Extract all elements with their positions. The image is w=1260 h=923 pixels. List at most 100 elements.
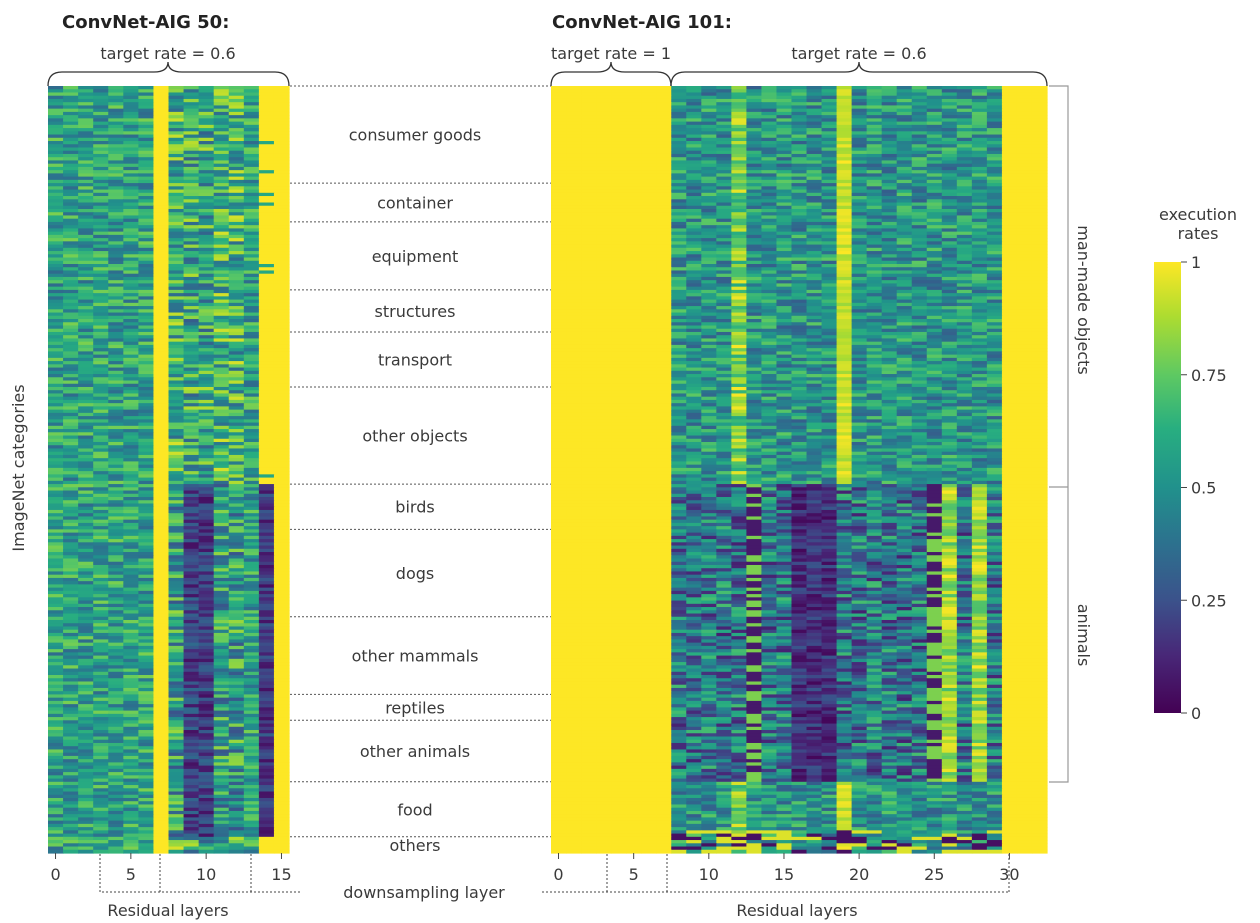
heatmap-cell bbox=[153, 597, 170, 602]
heatmap-cell bbox=[48, 736, 64, 741]
heatmap-cell bbox=[258, 807, 275, 812]
heatmap-cell bbox=[228, 629, 245, 634]
heatmap-cell bbox=[213, 280, 230, 285]
heatmap-cell bbox=[228, 843, 245, 848]
heatmap-cell bbox=[153, 102, 170, 107]
heatmap-cell bbox=[78, 804, 94, 809]
heatmap-cell bbox=[228, 202, 245, 207]
heatmap-cell bbox=[273, 293, 290, 297]
heatmap-cell bbox=[123, 736, 139, 741]
heatmap-cell bbox=[123, 170, 139, 174]
heatmap-cell bbox=[123, 788, 139, 793]
heatmap-cell bbox=[153, 386, 170, 391]
heatmap-cell bbox=[198, 791, 215, 796]
heatmap-cell bbox=[168, 409, 185, 414]
heatmap-cell bbox=[243, 118, 260, 123]
heatmap-cell bbox=[48, 778, 64, 783]
heatmap-cell bbox=[78, 121, 94, 126]
heatmap-cell bbox=[108, 713, 124, 718]
heatmap-cell bbox=[228, 432, 245, 437]
heatmap-cell bbox=[138, 555, 155, 560]
heatmap-cell bbox=[138, 613, 155, 618]
heatmap-cell bbox=[168, 807, 185, 812]
heatmap-cell bbox=[63, 89, 79, 94]
heatmap-cell bbox=[228, 273, 245, 278]
heatmap-cell bbox=[63, 170, 79, 174]
heatmap-cell bbox=[168, 218, 185, 223]
heatmap-cell bbox=[168, 823, 185, 828]
heatmap-cell bbox=[63, 374, 79, 378]
heatmap-cell bbox=[228, 490, 245, 495]
heatmap-cell bbox=[153, 409, 170, 414]
heatmap-cell bbox=[243, 95, 260, 100]
heatmap-cell bbox=[198, 577, 215, 582]
heatmap-cell bbox=[93, 807, 109, 812]
heatmap-cell bbox=[243, 160, 260, 165]
heatmap-cell bbox=[123, 128, 139, 132]
heatmap-cell bbox=[48, 286, 64, 291]
heatmap-cell bbox=[228, 574, 245, 579]
heatmap-cell bbox=[153, 704, 170, 708]
heatmap-cell bbox=[243, 726, 260, 731]
heatmap-cell bbox=[258, 92, 275, 97]
heatmap-cell bbox=[273, 616, 290, 621]
heatmap-cell bbox=[63, 723, 79, 728]
heatmap-cell bbox=[213, 283, 230, 288]
heatmap-cell bbox=[138, 778, 155, 783]
heatmap-cell bbox=[228, 493, 245, 498]
heatmap-cell bbox=[48, 717, 64, 721]
heatmap-cell bbox=[123, 529, 139, 534]
heatmap-cell bbox=[243, 309, 260, 314]
heatmap-cell bbox=[48, 111, 64, 116]
heatmap-cell bbox=[48, 762, 64, 767]
heatmap-cell bbox=[243, 623, 260, 628]
heatmap-cell bbox=[273, 736, 290, 741]
heatmap-cell bbox=[198, 827, 215, 831]
heatmap-cell bbox=[701, 102, 717, 107]
heatmap-cell bbox=[243, 351, 260, 356]
heatmap-cell bbox=[48, 675, 64, 679]
heatmap-cell bbox=[273, 785, 290, 789]
heatmap-cell bbox=[198, 199, 215, 204]
heatmap-cell bbox=[138, 247, 155, 252]
heatmap-cell bbox=[48, 768, 64, 773]
heatmap-cell bbox=[701, 95, 717, 100]
heatmap-cell bbox=[228, 228, 245, 233]
heatmap-cell bbox=[78, 157, 94, 162]
heatmap-cell bbox=[228, 568, 245, 573]
heatmap-cell bbox=[138, 474, 155, 479]
heatmap-cell bbox=[48, 723, 64, 728]
heatmap-cell bbox=[273, 710, 290, 715]
heatmap-cell bbox=[123, 238, 139, 242]
heatmap-cell bbox=[213, 642, 230, 647]
heatmap-cell bbox=[108, 296, 124, 301]
heatmap-cell bbox=[228, 717, 245, 721]
heatmap-cell bbox=[48, 467, 64, 472]
heatmap-cell bbox=[108, 820, 124, 825]
heatmap-cell bbox=[78, 471, 94, 475]
heatmap-cell bbox=[183, 319, 200, 323]
heatmap-cell bbox=[123, 150, 139, 155]
heatmap-cell bbox=[123, 166, 139, 171]
heatmap-cell bbox=[123, 173, 139, 178]
heatmap-cell bbox=[228, 260, 245, 265]
heatmap-cell bbox=[611, 98, 627, 103]
heatmap-cell bbox=[153, 671, 170, 676]
heatmap-cell bbox=[168, 681, 185, 686]
heatmap-cell bbox=[213, 804, 230, 809]
heatmap-cell bbox=[198, 403, 215, 407]
heatmap-cell bbox=[78, 797, 94, 802]
heatmap-cell bbox=[198, 105, 215, 110]
heatmap-cell bbox=[123, 186, 139, 191]
heatmap-cell bbox=[108, 765, 124, 770]
heatmap-cell bbox=[273, 228, 290, 233]
heatmap-cell bbox=[198, 364, 215, 369]
heatmap-cell bbox=[273, 441, 290, 446]
heatmap-cell bbox=[258, 548, 275, 553]
heatmap-cell bbox=[48, 179, 64, 184]
heatmap-cell bbox=[258, 124, 275, 129]
heatmap-cell bbox=[168, 338, 185, 343]
heatmap-cell bbox=[93, 830, 109, 835]
heatmap-cell bbox=[183, 341, 200, 346]
heatmap-cell bbox=[108, 89, 124, 94]
